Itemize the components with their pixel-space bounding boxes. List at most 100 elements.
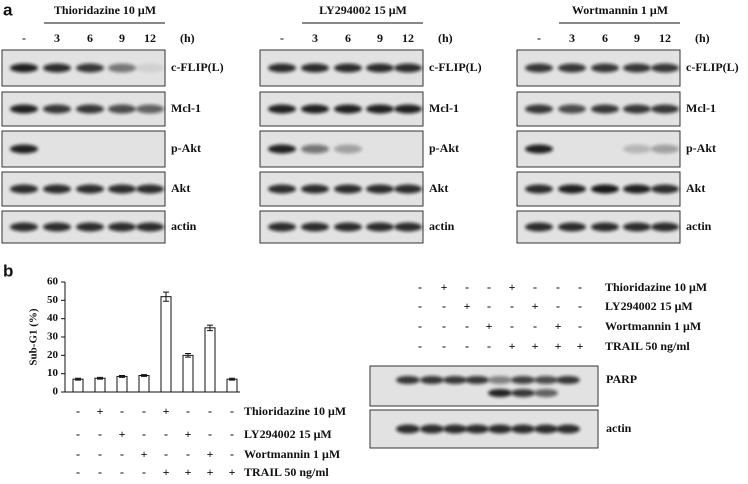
band: [43, 184, 71, 194]
band: [43, 63, 71, 73]
blot-title: LY294002 15 μM: [319, 3, 407, 17]
lane-label: -: [22, 31, 26, 45]
band: [366, 63, 394, 73]
treatment-label: Wortmannin 1 μM: [244, 447, 340, 461]
band: [591, 104, 619, 114]
row-label: actin: [171, 219, 197, 233]
band: [136, 222, 164, 232]
y-tick-label: 40: [47, 312, 59, 324]
treatment-sign: -: [465, 319, 469, 333]
band: [443, 424, 467, 434]
lane-label: 6: [345, 31, 351, 45]
treatment-sign: -: [76, 404, 80, 418]
band: [334, 184, 362, 194]
band: [136, 104, 164, 114]
band: [488, 376, 512, 384]
row-label: actin: [686, 219, 712, 233]
band: [591, 222, 619, 232]
row-label: p-Akt: [686, 141, 716, 155]
band: [623, 104, 651, 114]
lane-label: 3: [312, 31, 318, 45]
treatment-sign: -: [442, 339, 446, 353]
treatment-sign: +: [509, 339, 516, 353]
treatment-label: TRAIL 50 ng/ml: [244, 465, 329, 479]
band: [268, 222, 296, 232]
y-tick-label: 10: [47, 367, 59, 379]
bar: [116, 375, 128, 393]
band: [396, 424, 420, 434]
treatment-sign: +: [229, 465, 236, 479]
band: [651, 63, 679, 73]
treatment-sign: +: [577, 339, 584, 353]
treatment-sign: -: [465, 280, 469, 294]
treatment-sign: -: [164, 427, 168, 441]
panel-label: a: [3, 0, 13, 19]
band: [76, 104, 104, 114]
treatment-sign: +: [163, 404, 170, 418]
time-unit: (h): [180, 31, 195, 45]
treatment-sign: -: [186, 447, 190, 461]
band: [10, 184, 38, 194]
treatment-label: Wortmannin 1 μM: [605, 319, 701, 333]
treatment-sign: +: [185, 427, 192, 441]
y-tick-label: 20: [47, 349, 59, 361]
band: [268, 104, 296, 114]
band: [556, 376, 580, 384]
bar: [226, 378, 238, 393]
row-label: actin: [606, 421, 632, 435]
treatment-sign: -: [556, 299, 560, 313]
error-bar: [207, 324, 213, 332]
row-label: Akt: [429, 181, 448, 195]
band: [525, 184, 553, 194]
row-label: c-FLIP(L): [686, 60, 739, 74]
treatment-sign: +: [207, 465, 214, 479]
band: [268, 184, 296, 194]
band: [651, 144, 679, 154]
band: [623, 184, 651, 194]
treatment-sign: -: [578, 299, 582, 313]
treatment-sign: -: [230, 447, 234, 461]
lane-label: 12: [659, 31, 671, 45]
lane-label: 6: [602, 31, 608, 45]
treatment-sign: -: [164, 447, 168, 461]
band: [76, 222, 104, 232]
band: [334, 222, 362, 232]
treatment-sign: -: [98, 427, 102, 441]
treatment-sign: +: [163, 465, 170, 479]
y-tick-label: 0: [53, 386, 59, 398]
row-label: Mcl-1: [171, 101, 201, 115]
band: [108, 184, 136, 194]
lane-label: 9: [634, 31, 640, 45]
y-tick-label: 60: [47, 276, 59, 288]
treatment-sign: -: [556, 280, 560, 294]
y-tick-label: 50: [47, 294, 59, 306]
treatment-sign: -: [533, 319, 537, 333]
bar: [72, 378, 84, 393]
band: [534, 389, 558, 397]
bar: [204, 327, 216, 393]
band: [108, 104, 136, 114]
band: [623, 222, 651, 232]
band: [525, 104, 553, 114]
band: [334, 144, 362, 154]
time-unit: (h): [438, 31, 453, 45]
band: [534, 376, 558, 384]
treatment-sign: -: [465, 339, 469, 353]
treatment-sign: -: [230, 404, 234, 418]
band: [651, 184, 679, 194]
lane-label: 12: [144, 31, 156, 45]
membrane: [369, 365, 599, 407]
band: [511, 389, 535, 397]
band: [556, 424, 580, 434]
band: [43, 222, 71, 232]
time-unit: (h): [695, 31, 710, 45]
treatment-sign: -: [418, 299, 422, 313]
band: [334, 63, 362, 73]
treatment-sign: -: [120, 465, 124, 479]
treatment-sign: -: [98, 465, 102, 479]
row-label: c-FLIP(L): [429, 60, 482, 74]
band: [534, 424, 558, 434]
band: [525, 144, 553, 154]
band: [443, 376, 467, 384]
